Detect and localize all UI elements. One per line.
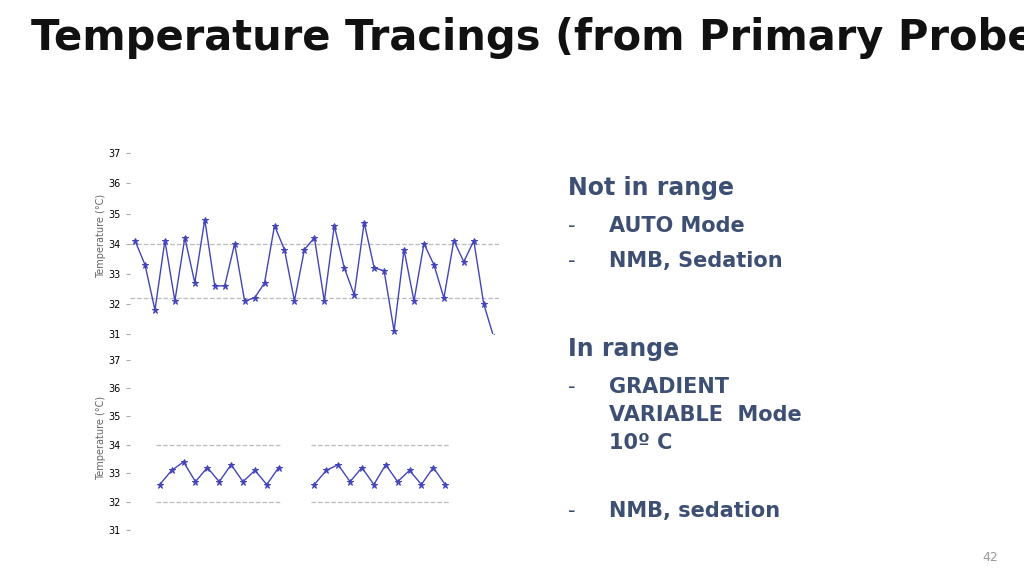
Text: AUTO Mode: AUTO Mode bbox=[609, 216, 745, 236]
Text: -: - bbox=[568, 251, 575, 271]
Text: Temperature Tracings (from Primary Probe): Temperature Tracings (from Primary Probe… bbox=[31, 17, 1024, 59]
Text: In range: In range bbox=[568, 337, 680, 361]
Text: Not in range: Not in range bbox=[568, 176, 734, 200]
Text: NMB, sedation: NMB, sedation bbox=[609, 501, 780, 521]
Text: NMB, Sedation: NMB, Sedation bbox=[609, 251, 783, 271]
Text: GRADIENT
VARIABLE  Mode
10º C: GRADIENT VARIABLE Mode 10º C bbox=[609, 377, 802, 453]
Text: -: - bbox=[568, 377, 575, 397]
Y-axis label: Temperature (°C): Temperature (°C) bbox=[96, 194, 105, 278]
Text: -: - bbox=[568, 501, 575, 521]
Text: -: - bbox=[568, 216, 575, 236]
Text: 42: 42 bbox=[983, 551, 998, 564]
Y-axis label: Temperature (°C): Temperature (°C) bbox=[96, 396, 105, 480]
